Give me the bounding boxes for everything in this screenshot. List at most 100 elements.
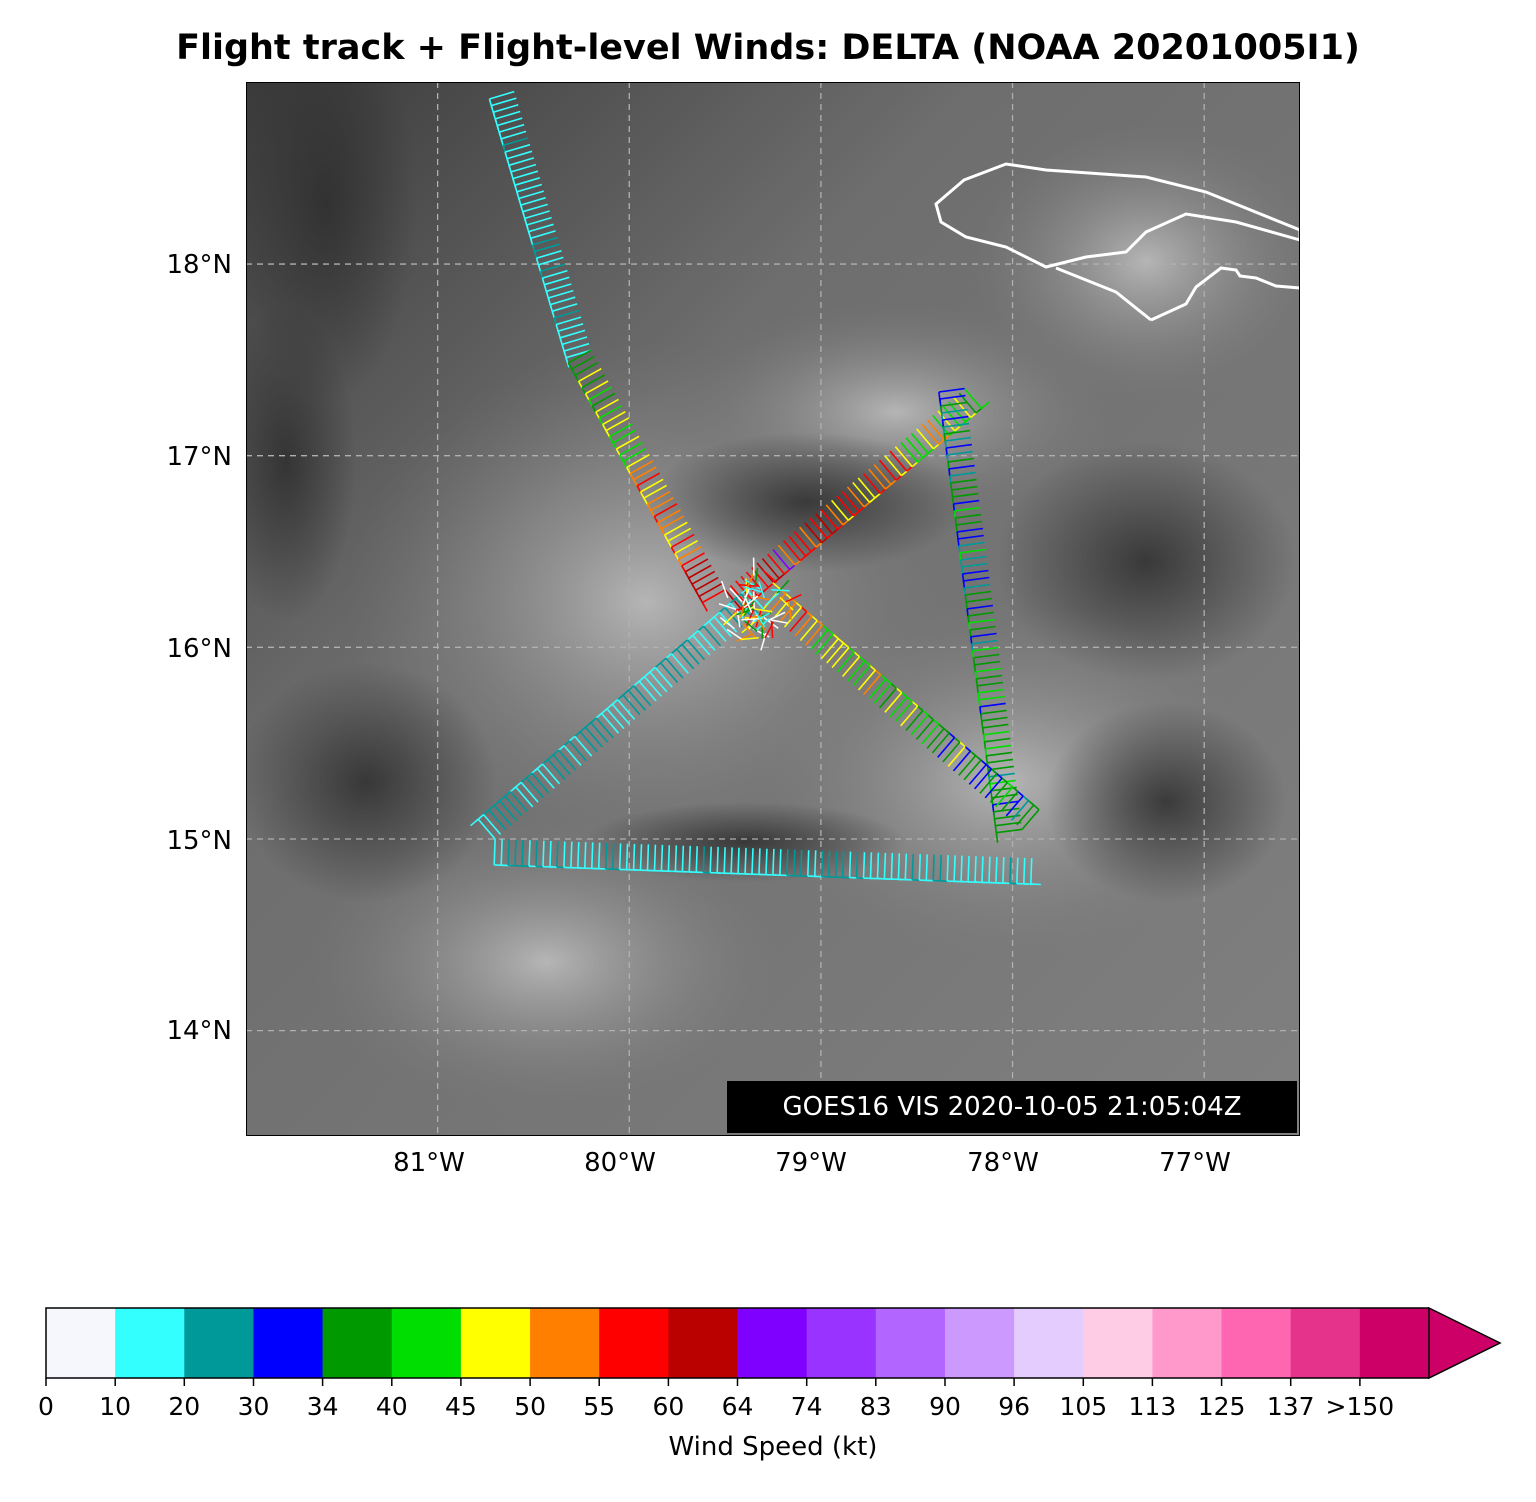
wind-barb-staff (942, 741, 961, 763)
wind-barb-staff (585, 380, 609, 395)
colorbar-tick-label: 113 (1128, 1392, 1177, 1421)
wind-barb-staff (834, 851, 838, 878)
figure-title: Flight track + Flight-level Winds: DELTA… (176, 28, 1360, 68)
center-wind-barb (751, 595, 770, 601)
wind-barb-staff (926, 728, 945, 749)
wind-barb-staff (745, 571, 764, 593)
wind-barb-staff (488, 809, 507, 831)
wind-barb-staff (681, 845, 685, 872)
wind-barb-flag (980, 401, 990, 410)
wind-barb-staff (518, 190, 545, 200)
wind-barb-staff (636, 472, 661, 487)
wind-barb-staff (525, 777, 545, 799)
wind-barb-staff (915, 719, 935, 740)
wind-barb-staff (830, 499, 849, 521)
center-wind-barb (719, 616, 735, 630)
wind-barb-staff (552, 303, 578, 312)
wind-barb-staff (541, 763, 561, 785)
wind-barb-staff (782, 540, 802, 562)
wind-barb-staff (959, 548, 986, 554)
wind-barb-staff (946, 450, 973, 456)
lat-label-18: 18°N (166, 250, 232, 280)
wind-barb-staff (974, 660, 1001, 666)
wind-barb-staff (495, 110, 521, 120)
wind-barb-staff (814, 850, 817, 877)
wind-barb-staff (702, 589, 726, 604)
wind-barb-staff (820, 850, 824, 877)
center-wind-barb (762, 569, 778, 583)
center-wind-barb (729, 587, 743, 603)
wind-barb-staff (563, 342, 590, 352)
wind-barb-staff (1010, 800, 1030, 821)
wind-barb-staff (530, 230, 556, 240)
center-wind-barb (742, 619, 758, 632)
wind-barb-staff (653, 503, 678, 518)
wind-barb-staff (612, 429, 637, 444)
colorbar-cell (944, 1308, 1015, 1378)
wind-barb-staff (548, 289, 574, 299)
wind-barb-staff (550, 296, 576, 306)
wind-barb-staff (809, 517, 828, 539)
wind-barb-staff (884, 692, 903, 713)
wind-barb-staff (584, 726, 604, 748)
wind-barb-staff (670, 653, 689, 674)
colorbar-tick-label: 96 (998, 1392, 1030, 1421)
wind-barb-staff (800, 849, 803, 876)
wind-barb-staff (619, 441, 643, 456)
wind-barb-staff (536, 768, 555, 789)
wind-barb-staff (500, 839, 503, 866)
wind-barb-staff (793, 849, 796, 876)
wind-barb-staff (674, 540, 698, 555)
wind-barb-staff (857, 669, 876, 691)
wind-barb-staff (604, 842, 608, 869)
colorbar-cell (1359, 1308, 1430, 1378)
center-wind-barb (764, 621, 775, 639)
wind-barb-staff (526, 216, 552, 226)
wind-barb-staff (491, 97, 517, 107)
wind-barb-staff (938, 387, 965, 393)
wind-barb-staff (963, 759, 982, 781)
wind-barb-staff (643, 484, 667, 499)
wind-barb-staff (988, 856, 991, 883)
wind-barb-staff (646, 844, 650, 871)
wind-barb-staff (713, 616, 732, 638)
wind-barb-staff (528, 223, 554, 233)
lon-label-81: 81°W (393, 1148, 465, 1178)
wind-barb-staff (574, 735, 593, 757)
wind-barb-staff (535, 840, 538, 867)
center-wind-barb (722, 611, 738, 626)
colorbar-tick-label: 34 (306, 1392, 339, 1421)
wind-barb-staff (660, 515, 685, 530)
wind-barb-staff (897, 853, 901, 880)
wind-barb-staff (504, 795, 523, 817)
wind-barb-staff (789, 611, 808, 633)
wind-barb-staff (910, 432, 929, 454)
wind-barb-staff (993, 807, 1020, 813)
wind-barb-staff (979, 773, 998, 794)
wind-barb-staff (625, 843, 629, 870)
wind-barb-staff (957, 534, 984, 540)
wind-barb-staff (653, 844, 657, 871)
wind-barb-staff (1000, 791, 1019, 812)
wind-barb-staff (953, 855, 956, 882)
wind-barb-staff (983, 730, 1010, 736)
wind-barb-staff (827, 850, 831, 877)
center-wind-barb (736, 632, 754, 642)
wind-barb-staff (765, 848, 768, 875)
colorbar-tick-label: >150 (1325, 1392, 1395, 1421)
wind-barb-staff (948, 464, 975, 470)
center-wind-barb (720, 580, 729, 599)
wind-barb-staff (671, 533, 695, 548)
center-wind-barb (726, 628, 743, 641)
wind-barb-staff (777, 544, 796, 566)
wind-barb-staff (598, 404, 623, 419)
wind-barb-staff (684, 558, 709, 573)
wind-barb-staff (509, 791, 528, 812)
colorbar-cell (530, 1308, 600, 1378)
wind-barb-staff (878, 459, 897, 481)
wind-barb-staff (984, 737, 1011, 743)
wind-barb-staff (953, 397, 972, 419)
center-wind-barb (753, 615, 766, 631)
wind-barb-staff (606, 708, 625, 730)
wind-barb-staff (650, 497, 674, 512)
